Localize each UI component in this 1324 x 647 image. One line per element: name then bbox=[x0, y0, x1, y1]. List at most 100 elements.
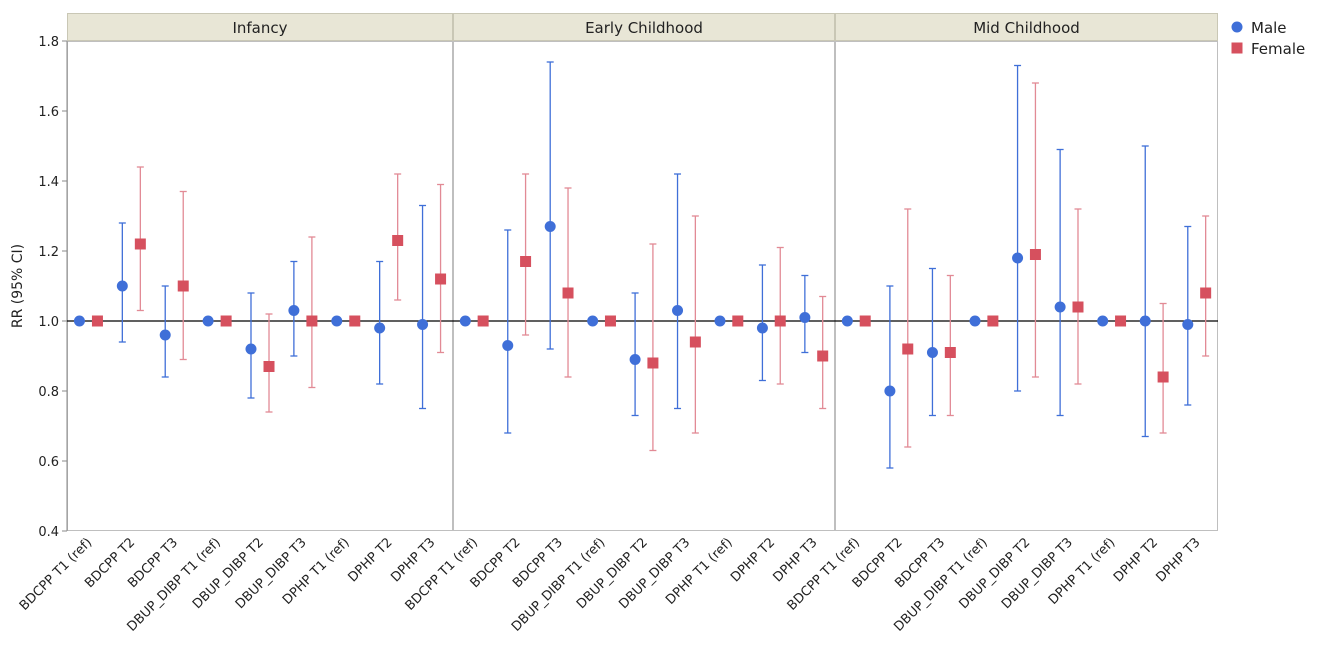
male-point bbox=[245, 343, 257, 355]
male-error-bar bbox=[1184, 225, 1192, 406]
male-point bbox=[331, 315, 343, 327]
panel-3: Mid Childhood bbox=[835, 13, 1218, 531]
male-point bbox=[502, 340, 514, 351]
female-point bbox=[91, 315, 103, 327]
legend-label: Male bbox=[1251, 19, 1287, 37]
male-point bbox=[714, 315, 726, 327]
male-point bbox=[544, 221, 556, 232]
male-error-bar bbox=[1141, 145, 1149, 438]
panel-2: Early Childhood bbox=[453, 13, 835, 531]
male-point bbox=[288, 305, 300, 316]
male-point bbox=[1139, 315, 1151, 327]
female-error-bar bbox=[1202, 215, 1210, 357]
male-point bbox=[202, 315, 214, 327]
male-point bbox=[884, 385, 896, 397]
female-point bbox=[177, 280, 189, 292]
female-error-bar bbox=[946, 274, 954, 417]
male-error-bar bbox=[886, 285, 894, 469]
female-point bbox=[134, 238, 146, 250]
female-error-bar bbox=[691, 215, 699, 434]
legend-item-male: Male bbox=[1231, 19, 1287, 37]
legend-female-marker bbox=[1231, 42, 1243, 54]
male-point bbox=[159, 329, 171, 341]
female-point bbox=[1115, 315, 1127, 327]
female-point bbox=[902, 343, 914, 355]
female-point bbox=[1157, 371, 1169, 383]
x-tick-label: BDCPP T1 (ref) bbox=[17, 535, 95, 613]
female-point bbox=[859, 315, 871, 327]
female-error-bar bbox=[564, 187, 572, 378]
male-point bbox=[116, 280, 128, 292]
panel-title: Mid Childhood bbox=[973, 19, 1080, 37]
panel-strip bbox=[453, 13, 835, 41]
panel-frame bbox=[453, 41, 835, 531]
male-point bbox=[799, 312, 811, 323]
x-tick-label: DPHP T2 bbox=[728, 535, 778, 585]
female-point bbox=[1029, 249, 1041, 260]
panel-title: Early Childhood bbox=[585, 19, 703, 37]
male-point bbox=[1182, 319, 1194, 330]
y-tick-label: 1.4 bbox=[38, 175, 59, 190]
male-point bbox=[73, 315, 85, 327]
y-tick-label: 0.6 bbox=[38, 455, 59, 470]
y-tick-label: 0.4 bbox=[38, 525, 59, 540]
female-point bbox=[306, 315, 318, 327]
x-tick-label: DPHP T2 bbox=[1111, 535, 1161, 585]
y-tick-label: 0.8 bbox=[38, 385, 59, 400]
male-point bbox=[841, 315, 853, 327]
legend-label: Female bbox=[1251, 40, 1305, 58]
male-error-bar bbox=[546, 61, 554, 350]
female-error-bar bbox=[179, 190, 187, 361]
panel-1-marks bbox=[73, 166, 447, 413]
panel-strip bbox=[67, 13, 453, 41]
male-point bbox=[926, 347, 938, 358]
male-point bbox=[672, 305, 684, 316]
y-tick-label: 1.2 bbox=[38, 245, 59, 260]
panel-3-marks bbox=[841, 64, 1212, 469]
female-point bbox=[689, 336, 701, 348]
legend-male-marker bbox=[1231, 21, 1243, 33]
female-point bbox=[520, 256, 532, 267]
y-axis: 0.4 0.6 0.8 1.0 1.2 1.4 1.6 1.8 RR (95% CI) bbox=[10, 35, 68, 540]
male-error-bar bbox=[1014, 64, 1022, 392]
female-point bbox=[1072, 301, 1084, 313]
female-point bbox=[1200, 287, 1212, 299]
female-point bbox=[817, 350, 829, 362]
y-tick-label: 1.6 bbox=[38, 105, 59, 120]
female-error-bar bbox=[308, 236, 316, 389]
male-error-bar bbox=[504, 229, 512, 434]
male-point bbox=[969, 315, 981, 327]
female-point bbox=[987, 315, 999, 327]
legend: Male Female bbox=[1231, 19, 1305, 58]
female-point bbox=[392, 235, 404, 246]
male-point bbox=[459, 315, 471, 327]
female-point bbox=[944, 347, 956, 358]
female-point bbox=[647, 357, 659, 369]
female-point bbox=[263, 361, 275, 372]
male-error-bar bbox=[928, 267, 936, 417]
male-point bbox=[756, 322, 768, 334]
male-error-bar bbox=[674, 173, 682, 410]
legend-item-female: Female bbox=[1231, 40, 1305, 58]
male-point bbox=[1012, 252, 1024, 264]
female-point bbox=[774, 315, 786, 327]
y-axis-title: RR (95% CI) bbox=[10, 244, 26, 328]
female-error-bar bbox=[1159, 302, 1167, 434]
male-error-bar bbox=[1056, 148, 1064, 417]
female-error-bar bbox=[1074, 208, 1082, 385]
female-point bbox=[604, 315, 616, 327]
panel-1: Infancy bbox=[67, 13, 453, 531]
x-tick-label: BDCPP T1 (ref) bbox=[403, 535, 481, 613]
female-error-bar bbox=[437, 183, 445, 354]
panel-strip bbox=[835, 13, 1218, 41]
y-tick-label: 1.0 bbox=[38, 315, 59, 330]
female-point bbox=[220, 315, 232, 327]
x-tick-label: DPHP T2 bbox=[345, 535, 395, 585]
male-point bbox=[587, 315, 599, 327]
male-point bbox=[1054, 301, 1066, 313]
male-error-bar bbox=[419, 204, 427, 410]
female-point bbox=[349, 315, 361, 327]
